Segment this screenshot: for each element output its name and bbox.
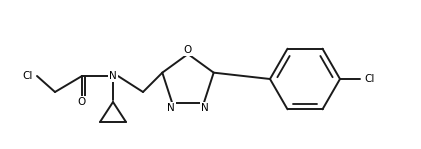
Text: N: N <box>109 71 117 81</box>
Text: O: O <box>78 97 86 107</box>
Text: N: N <box>201 103 209 113</box>
Text: O: O <box>184 45 192 55</box>
Text: Cl: Cl <box>23 71 33 81</box>
Text: N: N <box>167 103 175 113</box>
Text: Cl: Cl <box>365 74 375 84</box>
